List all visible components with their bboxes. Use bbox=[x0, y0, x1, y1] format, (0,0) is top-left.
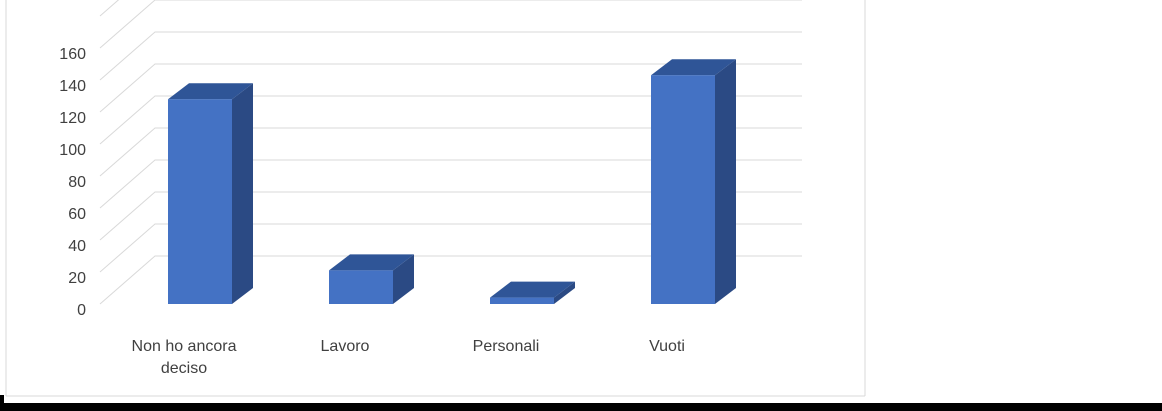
bar bbox=[329, 254, 414, 304]
gridline bbox=[99, 63, 802, 113]
y-tick-label: 160 bbox=[59, 46, 86, 63]
gridlines bbox=[99, 0, 802, 305]
x-axis-categories: Non ho ancora deciso Lavoro Personali Vuoti bbox=[132, 338, 685, 377]
bar bbox=[651, 59, 736, 305]
bar bbox=[490, 281, 575, 304]
gridline bbox=[99, 0, 120, 17]
gridline bbox=[99, 0, 802, 49]
gridline bbox=[99, 255, 802, 305]
gridline bbox=[99, 223, 802, 273]
y-tick-label: 120 bbox=[59, 110, 86, 127]
category-label: Non ho ancora deciso bbox=[132, 338, 237, 377]
category-label: Personali bbox=[473, 338, 540, 355]
category-label: Lavoro bbox=[321, 338, 370, 355]
y-tick-label: 0 bbox=[77, 302, 86, 319]
y-tick-label: 60 bbox=[68, 206, 86, 223]
bars bbox=[168, 59, 736, 305]
gridline bbox=[99, 127, 802, 177]
y-axis-ticks: 0 20 40 60 80 100 120 140 160 bbox=[59, 46, 86, 319]
gridline bbox=[99, 95, 802, 145]
gridline bbox=[99, 191, 802, 241]
y-tick-label: 140 bbox=[59, 78, 86, 95]
y-tick-label: 80 bbox=[68, 174, 86, 191]
category-label: Vuoti bbox=[649, 338, 685, 355]
y-tick-label: 100 bbox=[59, 142, 86, 159]
gridline bbox=[99, 159, 802, 209]
y-tick-label: 40 bbox=[68, 238, 86, 255]
bar bbox=[168, 83, 253, 304]
y-tick-label: 20 bbox=[68, 270, 86, 287]
gridline bbox=[99, 31, 802, 81]
